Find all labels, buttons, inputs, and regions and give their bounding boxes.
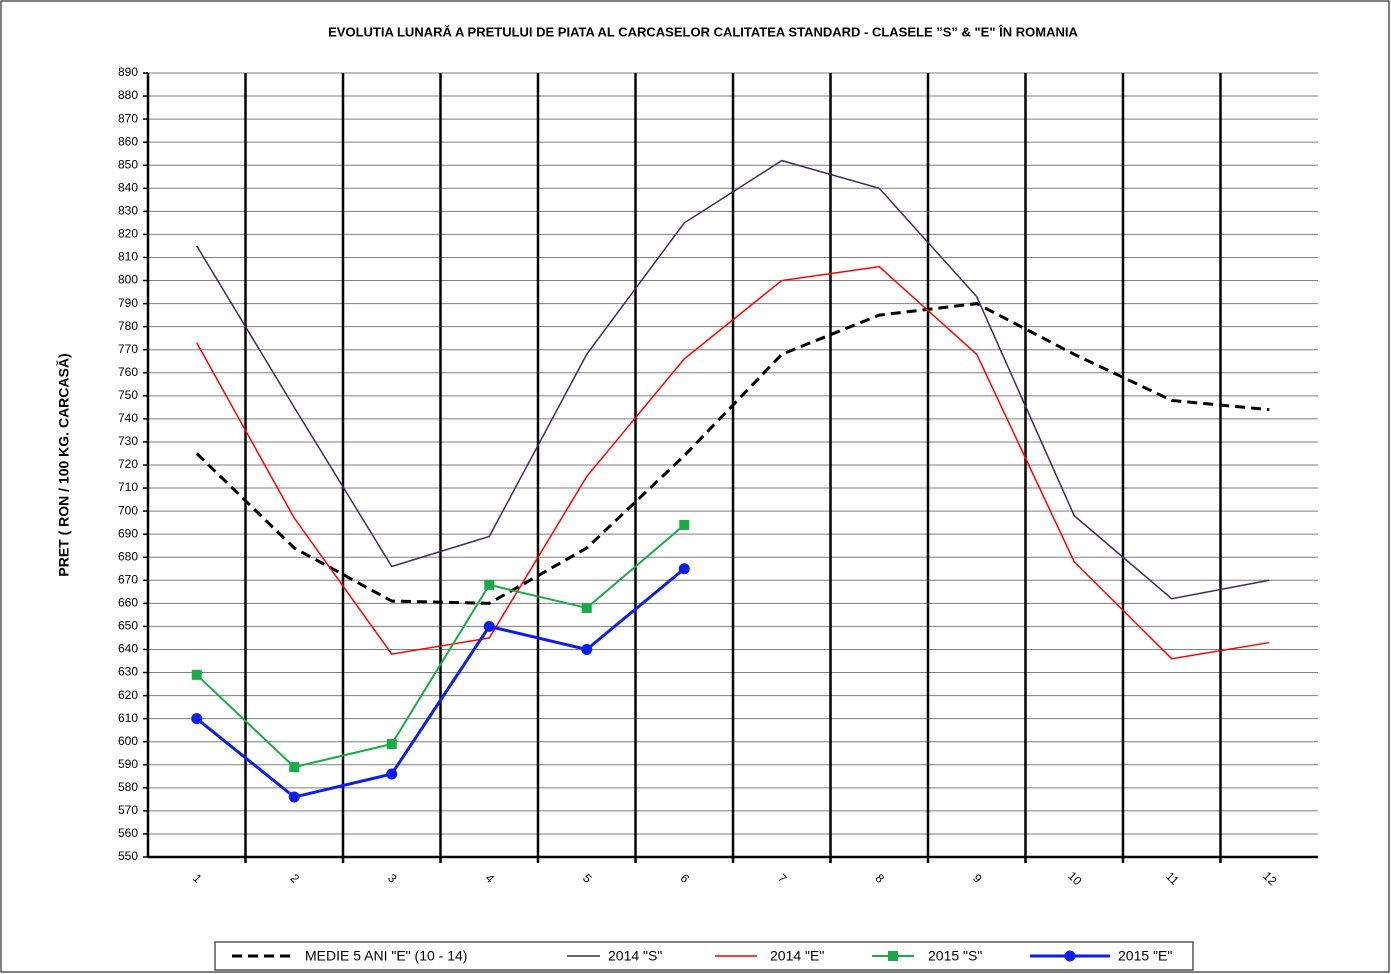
y-tick-label: 630 [118,665,138,679]
y-tick-label: 650 [118,619,138,633]
series-line [196,524,685,769]
y-tick-label: 890 [118,65,138,79]
y-tick-label: 700 [118,503,138,517]
marker [288,791,300,803]
marker [386,739,397,750]
series-line [195,567,686,799]
marker [483,620,495,632]
y-tick-label: 570 [118,803,138,817]
y-tick-label: 610 [118,711,138,725]
y-tick-label: 840 [118,180,138,194]
y-tick-label: 780 [118,319,138,333]
y-tick-label: 620 [118,688,138,702]
legend-label: 2014 "E" [770,948,824,964]
marker [484,579,495,590]
chart-title: EVOLUTIA LUNARĂ A PRETULUI DE PIATA AL C… [328,24,1078,39]
series-line [195,302,1270,605]
y-tick-label: 670 [118,572,138,586]
marker [289,762,300,773]
y-tick-label: 740 [118,411,138,425]
y-tick-label: 870 [118,111,138,125]
marker [581,643,593,655]
y-tick-label: 810 [118,250,138,264]
marker [679,519,690,530]
legend-label: 2015 "S" [928,948,982,964]
y-tick-label: 770 [118,342,138,356]
y-tick-label: 590 [118,757,138,771]
y-tick-label: 580 [118,780,138,794]
marker [581,602,592,613]
y-tick-label: 850 [118,157,138,171]
legend-label: MEDIE 5 ANI "E" (10 - 14) [305,948,467,964]
y-tick-label: 720 [118,457,138,471]
y-tick-label: 760 [118,365,138,379]
y-tick-label: 820 [118,227,138,241]
y-tick-label: 560 [118,826,138,840]
y-tick-label: 830 [118,204,138,218]
marker [191,669,202,680]
marker [678,563,690,575]
legend-marker [1064,950,1076,962]
y-tick-label: 550 [118,849,138,863]
y-tick-label: 640 [118,642,138,656]
y-tick-label: 750 [118,388,138,402]
y-axis-label: PRET ( RON / 100 KG. CARCASĂ) [56,353,72,576]
series-line [196,265,1270,660]
y-tick-label: 860 [118,134,138,148]
y-tick-label: 680 [118,549,138,563]
y-tick-label: 660 [118,596,138,610]
y-tick-label: 710 [118,480,138,494]
y-tick-label: 690 [118,526,138,540]
y-tick-label: 730 [118,434,138,448]
y-tick-label: 600 [118,734,138,748]
marker [191,713,203,725]
legend-label: 2015 "E" [1118,948,1172,964]
y-tick-label: 800 [118,273,138,287]
series-line [196,159,1270,600]
y-tick-label: 790 [118,296,138,310]
y-tick-label: 880 [118,88,138,102]
marker [386,768,398,780]
legend-marker [888,951,898,961]
legend-label: 2014 "S" [608,948,662,964]
